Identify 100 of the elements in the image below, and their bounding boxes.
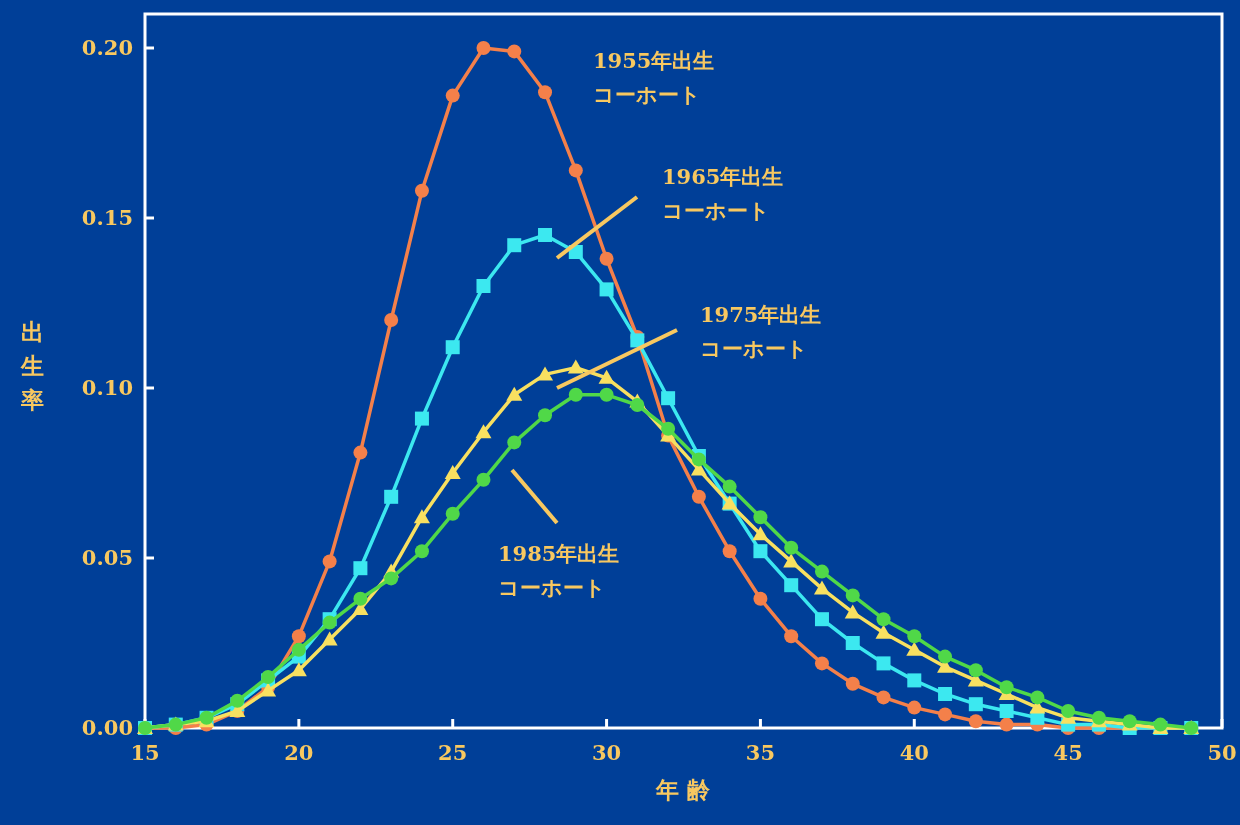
point [844, 604, 861, 619]
point [691, 452, 706, 467]
point [783, 553, 800, 568]
point [1030, 690, 1045, 705]
y-tick-label: 0.05 [81, 545, 133, 570]
point [938, 649, 953, 664]
point [876, 690, 891, 705]
point [784, 578, 799, 593]
point [507, 435, 522, 450]
point [814, 564, 829, 579]
point [784, 629, 799, 644]
point [630, 398, 645, 412]
point [1061, 704, 1076, 718]
point [784, 540, 799, 555]
x-tick-label: 50 [1207, 740, 1237, 765]
point [753, 591, 768, 606]
point [567, 359, 584, 374]
point [506, 386, 523, 401]
y-axis-title: 出生率 [19, 318, 44, 413]
point [753, 510, 768, 525]
point [753, 544, 768, 559]
x-tick-label: 20 [284, 740, 314, 765]
point [414, 183, 429, 198]
point [507, 44, 522, 59]
point [538, 408, 553, 423]
point [445, 88, 460, 103]
point [538, 228, 553, 242]
point [876, 656, 891, 671]
point [907, 700, 922, 715]
point [845, 588, 860, 603]
x-axis-title: 年 齢 [655, 776, 712, 803]
point [384, 313, 399, 327]
point [291, 642, 306, 657]
x-tick-label: 40 [899, 740, 929, 765]
point [444, 465, 461, 479]
point [507, 238, 522, 253]
point [999, 717, 1014, 732]
point [445, 340, 460, 355]
point [599, 387, 614, 402]
point [445, 506, 460, 521]
point [876, 612, 891, 627]
point [661, 391, 676, 406]
point [875, 624, 892, 639]
point [938, 687, 953, 701]
point [413, 509, 430, 524]
point [598, 369, 615, 384]
point [813, 580, 830, 595]
point [630, 333, 645, 348]
point [968, 697, 983, 712]
series-label: 1955年出生コーホート [593, 48, 715, 107]
point [845, 676, 860, 691]
point [661, 421, 676, 436]
point [476, 472, 491, 487]
y-tick-label: 0.00 [81, 715, 133, 740]
point [291, 629, 306, 644]
point [722, 479, 737, 494]
point [414, 544, 429, 559]
point [322, 554, 337, 569]
point [752, 526, 769, 541]
point [568, 163, 583, 178]
point [321, 631, 338, 646]
text: 1975年出生コーホート [700, 302, 822, 361]
point [290, 662, 307, 677]
point [476, 279, 491, 293]
point [353, 591, 368, 606]
point [476, 41, 491, 55]
point [968, 714, 983, 729]
x-tick-label: 25 [438, 740, 468, 765]
point [814, 612, 829, 627]
point [384, 489, 399, 504]
point [999, 680, 1014, 695]
point [999, 704, 1014, 718]
x-tick-label: 35 [745, 740, 776, 765]
x-tick-label: 15 [130, 740, 160, 765]
point [538, 85, 553, 100]
point [722, 544, 737, 559]
x-tick-label: 30 [591, 740, 622, 765]
point [384, 571, 399, 586]
point [230, 693, 245, 708]
point [599, 251, 614, 266]
text: 1985年出生コーホート [498, 541, 620, 600]
point [475, 424, 492, 439]
point [845, 636, 860, 650]
point [907, 673, 922, 688]
point [568, 387, 583, 402]
point [814, 656, 829, 671]
y-tick-label: 0.20 [81, 35, 133, 60]
y-tick-label: 0.10 [81, 375, 133, 400]
text: 1965年出生コーホート [662, 164, 784, 223]
point [906, 641, 923, 656]
x-tick-label: 45 [1053, 740, 1083, 765]
point [261, 670, 276, 684]
point [353, 445, 368, 460]
point [414, 411, 429, 426]
point [938, 707, 953, 722]
point [907, 629, 922, 644]
point [353, 561, 368, 576]
point [968, 663, 983, 678]
y-tick-label: 0.15 [81, 205, 133, 230]
point [691, 489, 706, 504]
